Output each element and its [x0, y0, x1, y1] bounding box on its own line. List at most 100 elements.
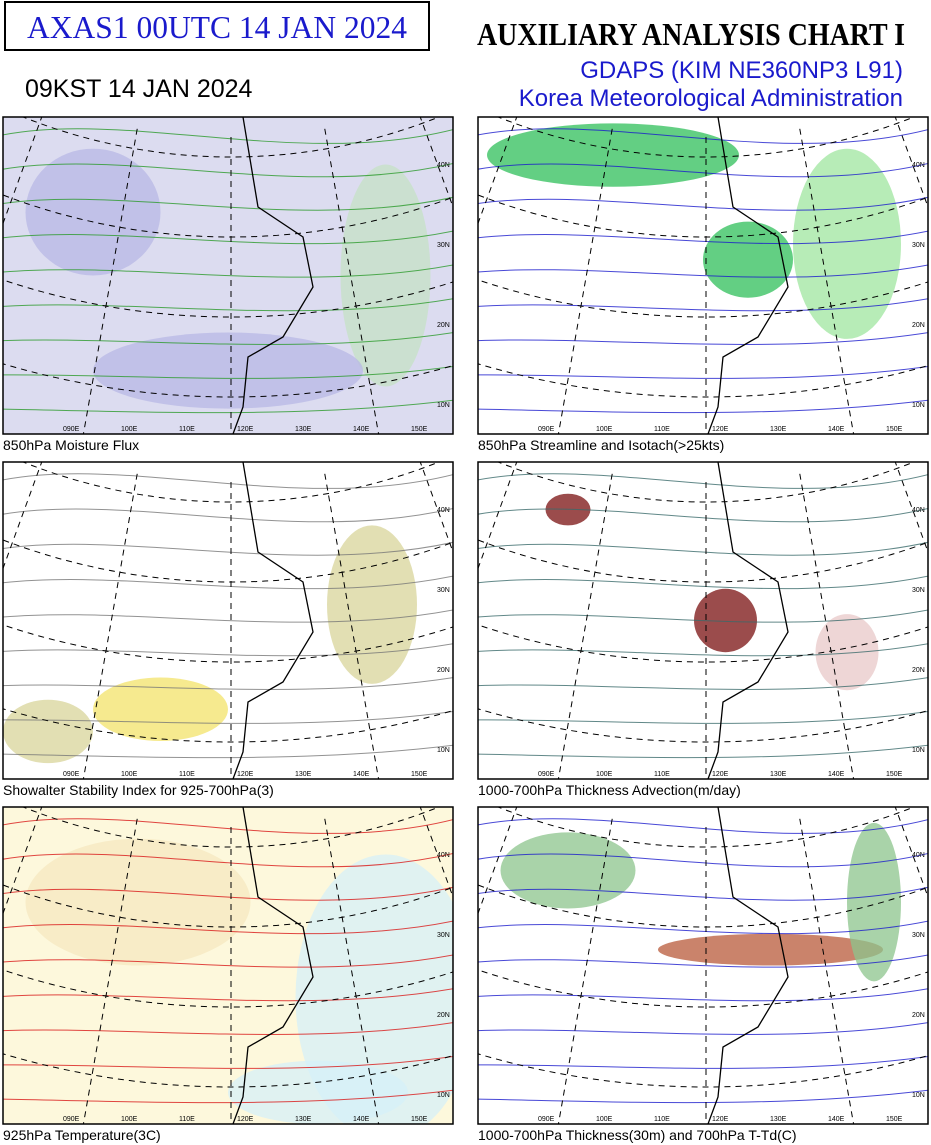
longitude-label: 100E — [121, 426, 138, 433]
latitude-label: 20N — [912, 1012, 925, 1019]
latitude-line — [3, 363, 453, 398]
agency: Korea Meteorological Administration — [519, 85, 903, 112]
contour-line — [478, 1089, 928, 1104]
map-caption: 1000-700hPa Thickness Advection(m/day) — [478, 782, 741, 798]
latitude-label: 30N — [912, 587, 925, 594]
shaded-region — [327, 525, 417, 684]
contour-line — [478, 954, 928, 968]
contour-line — [478, 507, 928, 523]
longitude-line — [478, 117, 518, 225]
chart-title: AUXILIARY ANALYSIS CHART I — [477, 16, 905, 52]
longitude-label: 140E — [353, 1116, 370, 1123]
map-panel: 090E 100E 110E 120E 130E 140E 150E 40N 30N 20N 10N — [478, 117, 928, 434]
map-panel: 090E 100E 110E 120E 130E 140E 150E 40N 30N 20N 10N — [478, 462, 928, 779]
contour-line — [3, 710, 453, 724]
shaded-region — [25, 838, 251, 966]
latitude-label: 30N — [912, 932, 925, 939]
contour-line — [3, 852, 453, 868]
latitude-label: 10N — [912, 402, 925, 409]
shaded-region — [487, 123, 739, 187]
longitude-line — [557, 818, 613, 1124]
contour-line — [3, 399, 453, 414]
latitude-label: 20N — [912, 667, 925, 674]
contour-line — [478, 920, 928, 935]
contour-line — [478, 298, 928, 312]
map-caption: 925hPa Temperature(3C) — [3, 1127, 161, 1143]
longitude-label: 120E — [712, 426, 729, 433]
map-frame — [477, 116, 929, 435]
shaded-region — [500, 832, 636, 909]
contour-line — [478, 1022, 928, 1035]
longitude-line — [419, 462, 453, 554]
longitude-label: 100E — [596, 426, 613, 433]
longitude-label: 090E — [538, 1116, 555, 1123]
contour-line — [478, 609, 928, 623]
shaded-region — [93, 677, 228, 741]
contour-line — [478, 710, 928, 724]
longitude-label: 100E — [121, 771, 138, 778]
longitude-label: 150E — [886, 1116, 903, 1123]
contour-line — [3, 507, 453, 523]
contour-line — [3, 1022, 453, 1035]
shaded-region — [228, 1060, 408, 1124]
longitude-label: 090E — [63, 771, 80, 778]
contour-line — [3, 128, 453, 144]
latitude-label: 20N — [912, 322, 925, 329]
contour-line — [3, 818, 453, 834]
longitude-label: 120E — [712, 1116, 729, 1123]
latitude-line — [3, 708, 453, 743]
contour-line — [3, 473, 453, 489]
longitude-line — [324, 473, 380, 779]
longitude-line — [82, 818, 138, 1124]
longitude-label: 120E — [237, 426, 254, 433]
shaded-region — [3, 699, 93, 764]
longitude-label: 140E — [828, 1116, 845, 1123]
coastline — [232, 117, 314, 434]
longitude-line — [324, 128, 380, 434]
longitude-line — [419, 807, 453, 899]
longitude-line — [82, 473, 138, 779]
longitude-label: 100E — [596, 771, 613, 778]
contour-line — [478, 852, 928, 868]
longitude-label: 110E — [179, 426, 195, 433]
model-name: GDAPS (KIM NE360NP3 L91) — [580, 57, 903, 84]
code-box — [4, 1, 430, 51]
latitude-line — [478, 1053, 928, 1088]
longitude-line — [3, 462, 43, 570]
longitude-line — [894, 117, 928, 209]
shaded-region — [658, 933, 883, 966]
longitude-label: 110E — [654, 426, 670, 433]
longitude-line — [3, 117, 43, 225]
longitude-label: 150E — [411, 426, 428, 433]
longitude-label: 110E — [654, 771, 670, 778]
contour-line — [478, 399, 928, 414]
contour-line — [478, 643, 928, 657]
contour-line — [3, 1089, 453, 1104]
longitude-line — [799, 128, 855, 434]
map-caption: 1000-700hPa Thickness(30m) and 700hPa T-… — [478, 1127, 797, 1143]
local-time: 09KST 14 JAN 2024 — [25, 75, 253, 103]
latitude-label: 10N — [437, 402, 450, 409]
contour-line — [3, 988, 453, 1002]
contour-line — [478, 677, 928, 690]
shaded-region — [703, 221, 793, 298]
latitude-label: 40N — [437, 507, 450, 514]
coastline — [707, 807, 789, 1124]
longitude-line — [419, 117, 453, 209]
latitude-label: 10N — [437, 747, 450, 754]
coastline — [707, 462, 789, 779]
longitude-label: 130E — [770, 771, 787, 778]
latitude-label: 20N — [437, 1012, 450, 1019]
longitude-line — [557, 128, 613, 434]
longitude-label: 130E — [770, 1116, 787, 1123]
longitude-label: 090E — [63, 426, 80, 433]
map-frame — [477, 461, 929, 780]
contour-line — [478, 264, 928, 278]
contour-line — [3, 575, 453, 590]
contour-line — [3, 744, 453, 759]
coastline — [232, 807, 314, 1124]
contour-line — [3, 886, 453, 901]
contour-line — [478, 230, 928, 245]
coastline — [707, 117, 789, 434]
